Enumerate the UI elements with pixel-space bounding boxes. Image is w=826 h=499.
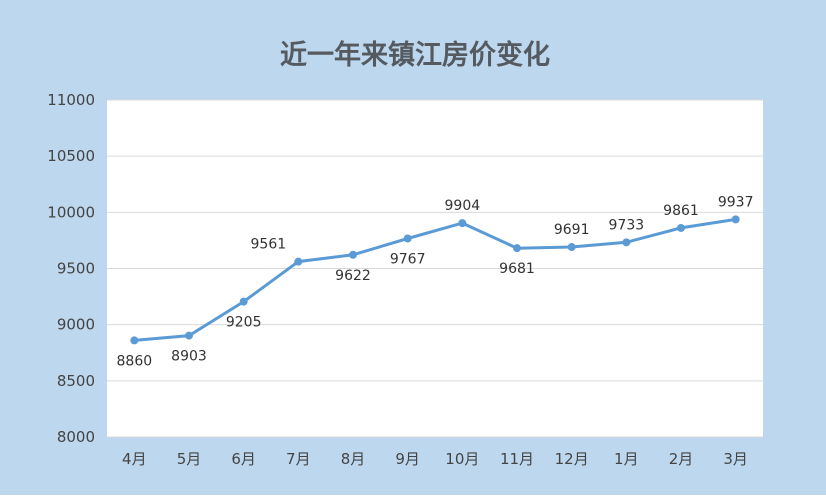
data-point xyxy=(567,243,576,252)
x-tick-label: 6月 xyxy=(231,450,256,468)
data-label: 9904 xyxy=(445,198,481,214)
y-tick-label: 10000 xyxy=(47,203,95,221)
x-tick-label: 12月 xyxy=(555,450,589,468)
data-label: 9205 xyxy=(226,315,262,331)
data-point xyxy=(130,336,139,345)
x-tick-label: 5月 xyxy=(177,450,202,468)
x-axis-ticks: 4月 5月 6月 7月 8月 9月 10月 11月 12月 1月 2月 3月 xyxy=(122,450,748,468)
y-tick-label: 9000 xyxy=(57,316,95,334)
data-label: 9937 xyxy=(718,194,754,210)
y-tick-label: 11000 xyxy=(47,91,95,109)
series-line xyxy=(134,217,736,342)
data-labels: 8860 8903 9205 9561 9622 9767 9904 9681 9691 9733… xyxy=(117,194,754,369)
data-point xyxy=(622,238,631,247)
data-point xyxy=(403,234,412,243)
data-point xyxy=(677,223,685,232)
chart-title: 近一年来镇江房价变化 xyxy=(280,39,550,71)
data-point xyxy=(185,331,193,340)
y-tick-label: 10500 xyxy=(47,147,95,165)
x-tick-label: 8月 xyxy=(341,450,366,468)
data-point xyxy=(349,250,357,259)
data-label: 9767 xyxy=(390,252,426,268)
x-tick-label: 2月 xyxy=(669,450,694,468)
data-label: 9561 xyxy=(251,237,287,253)
data-point xyxy=(294,257,303,266)
gridlines xyxy=(107,99,763,438)
data-label: 9681 xyxy=(499,261,535,277)
data-label: 8860 xyxy=(117,353,153,369)
x-tick-label: 9月 xyxy=(395,450,420,468)
x-tick-label: 7月 xyxy=(286,450,311,468)
x-tick-label: 1月 xyxy=(614,450,639,468)
data-label: 9733 xyxy=(609,217,645,233)
data-label: 9691 xyxy=(554,222,590,238)
y-tick-label: 9500 xyxy=(57,260,95,278)
x-tick-label: 3月 xyxy=(723,450,748,468)
data-point xyxy=(513,244,521,253)
y-axis-ticks: 8000 8500 9000 9500 10000 10500 11000 xyxy=(47,91,95,446)
y-tick-label: 8500 xyxy=(57,372,95,390)
data-label: 9622 xyxy=(335,268,371,284)
y-tick-label: 8000 xyxy=(57,428,95,446)
x-tick-label: 11月 xyxy=(500,450,534,468)
x-tick-label: 4月 xyxy=(122,450,147,468)
data-label: 9861 xyxy=(663,203,699,219)
data-label: 8903 xyxy=(171,349,207,365)
data-point xyxy=(731,215,740,224)
data-point xyxy=(239,297,248,306)
data-points xyxy=(130,215,740,345)
data-point xyxy=(458,219,467,228)
x-tick-label: 10月 xyxy=(445,450,479,468)
